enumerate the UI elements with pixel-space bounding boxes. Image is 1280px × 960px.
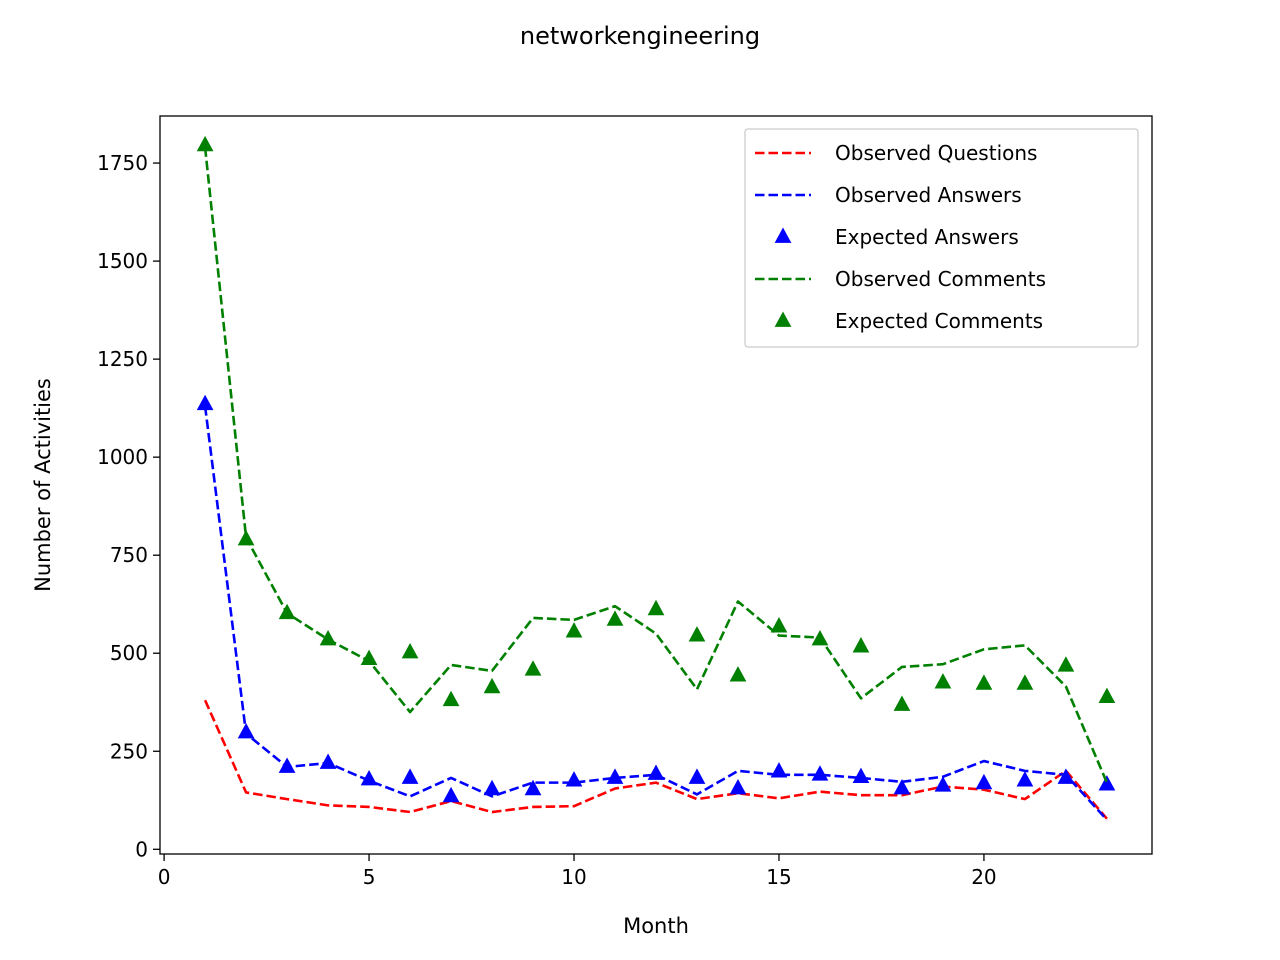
x-tick-label: 5 [363, 865, 376, 889]
x-tick-label: 20 [971, 865, 996, 889]
y-tick-label: 1000 [97, 445, 148, 469]
axes-frame [159, 115, 1153, 855]
data-point-expected-answers [729, 779, 747, 795]
data-point-expected-answers [852, 767, 870, 784]
legend-label-expected-comments: Expected Comments [835, 309, 1043, 333]
data-point-expected-answers [278, 757, 296, 773]
x-axis-ticks: 0 5 10 15 20 [158, 854, 997, 889]
legend: Observed Questions Observed Answers Expect… [744, 128, 1139, 348]
data-point-expected-comments [237, 530, 255, 546]
y-tick-label: 500 [110, 641, 148, 665]
legend-label-observed-answers: Observed Answers [835, 183, 1022, 207]
legend-box [744, 128, 1139, 348]
data-point-expected-comments [934, 673, 952, 689]
data-point-expected-answers [770, 762, 788, 778]
legend-label-observed-comments: Observed Comments [835, 267, 1046, 291]
data-point-expected-answers [647, 764, 665, 780]
series-line-observed-comments [203, 147, 1109, 784]
data-point-expected-answers [442, 786, 460, 803]
data-point-expected-answers [196, 394, 214, 411]
legend-swatch-expected-answers [774, 227, 792, 243]
data-point-expected-answers [606, 768, 624, 784]
data-point-expected-comments [442, 690, 460, 707]
x-axis-label: Month [623, 914, 689, 938]
data-point-expected-comments [688, 626, 706, 642]
y-tick-label: 750 [110, 543, 148, 567]
legend-label-observed-questions: Observed Questions [835, 141, 1037, 165]
data-point-expected-comments [401, 642, 419, 659]
chart-title: networkengineering [520, 22, 760, 50]
data-point-expected-answers [811, 765, 829, 781]
y-tick-label: 1500 [97, 249, 148, 273]
data-point-expected-comments [278, 603, 296, 620]
legend-label-expected-answers: Expected Answers [835, 225, 1019, 249]
data-point-expected-comments [770, 617, 788, 633]
y-tick-label: 1750 [97, 151, 148, 175]
plot-area [196, 135, 1116, 821]
data-point-expected-answers [975, 773, 993, 790]
data-point-expected-answers [934, 776, 952, 792]
data-point-expected-comments [1016, 674, 1034, 690]
data-point-expected-comments [524, 660, 542, 676]
data-point-expected-answers [565, 771, 583, 787]
data-point-expected-comments [1057, 656, 1075, 672]
data-point-expected-answers [237, 722, 255, 739]
data-point-expected-answers [360, 769, 378, 786]
data-point-expected-comments [852, 637, 870, 653]
series-line-observed-answers [203, 406, 1108, 821]
data-point-expected-comments [893, 695, 911, 711]
data-point-expected-comments [811, 630, 829, 646]
x-tick-label: 15 [766, 865, 791, 889]
data-point-expected-answers [1057, 768, 1075, 784]
data-point-expected-comments [565, 622, 583, 638]
y-tick-label: 0 [135, 837, 148, 861]
data-point-expected-comments [483, 677, 501, 694]
data-point-expected-answers [1016, 771, 1034, 787]
data-point-expected-answers [688, 768, 706, 784]
legend-swatch-expected-comments [774, 311, 792, 327]
y-axis-label: Number of Activities [31, 378, 55, 592]
data-point-expected-comments [606, 610, 624, 626]
data-point-expected-answers [401, 768, 419, 784]
data-point-expected-comments [647, 599, 665, 616]
data-point-expected-comments [360, 649, 378, 665]
y-tick-label: 1250 [97, 347, 148, 371]
series-line-observed-questions [203, 699, 1108, 820]
data-point-expected-comments [1098, 687, 1116, 704]
data-point-expected-comments [729, 666, 747, 682]
data-point-expected-comments [975, 674, 993, 690]
y-tick-label: 250 [110, 739, 148, 763]
y-axis-ticks: 0 250 500 750 1000 1250 1500 1750 [97, 151, 160, 861]
data-point-expected-comments [319, 630, 337, 646]
data-point-expected-answers [524, 779, 542, 796]
data-point-expected-answers [893, 779, 911, 795]
data-point-expected-comments [196, 135, 214, 152]
data-point-expected-answers [483, 779, 501, 796]
x-tick-label: 10 [561, 865, 586, 889]
x-tick-label: 0 [158, 865, 171, 889]
data-point-expected-answers [1098, 775, 1116, 791]
data-point-expected-answers [319, 753, 337, 769]
